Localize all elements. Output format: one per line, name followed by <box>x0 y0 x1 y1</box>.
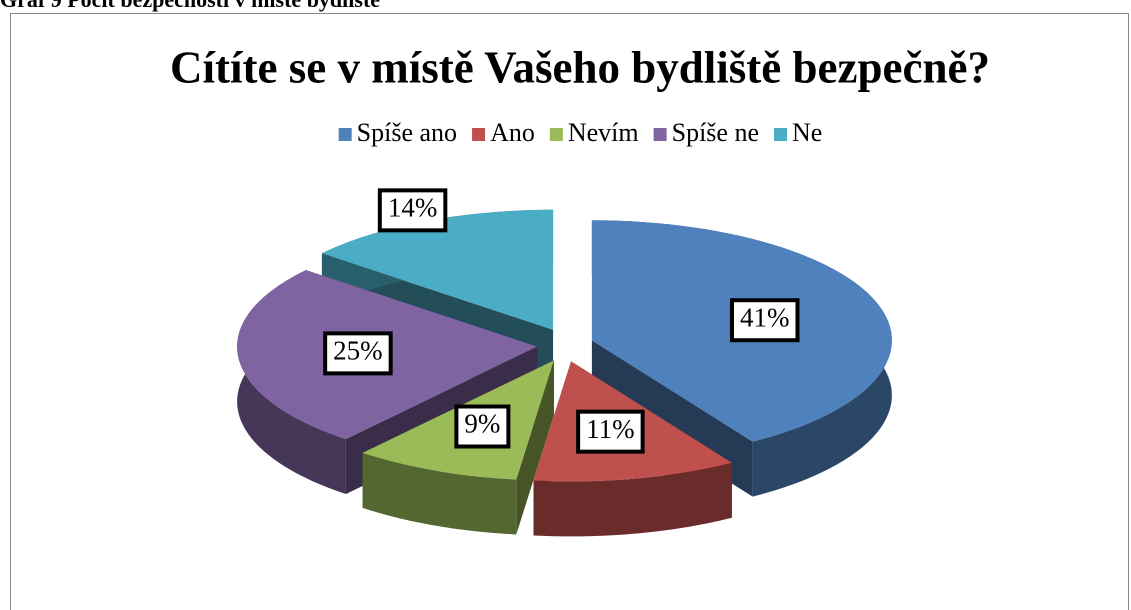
legend-swatch <box>338 128 352 141</box>
data-label-box <box>729 298 800 343</box>
legend-label: Spíše ano <box>357 118 457 147</box>
legend-item: Ano <box>472 118 535 147</box>
legend-swatch <box>549 128 563 141</box>
data-label-text: 41% <box>740 302 790 332</box>
legend-item: Ne <box>774 118 822 147</box>
data-label: 25% <box>323 331 393 376</box>
legend-swatch <box>774 128 787 141</box>
legend-item: Spíše ne <box>653 118 759 147</box>
data-label-text: 14% <box>388 193 438 223</box>
legend-item: Spíše ano <box>338 118 457 147</box>
data-label-text: 9% <box>464 409 500 439</box>
legend-swatch <box>653 128 667 141</box>
legend: Spíše ano Ano Nevím Spíše ne Ne <box>338 118 822 147</box>
data-label: 9% <box>454 404 511 449</box>
legend-label: Ano <box>490 118 535 147</box>
data-label-box <box>323 331 393 376</box>
data-label-box <box>454 404 511 449</box>
data-label: 14% <box>377 188 448 233</box>
data-label-box <box>576 409 645 454</box>
legend-swatch <box>472 128 486 141</box>
chart-title: Cítíte se v místě Vašeho bydliště bezpeč… <box>170 42 990 92</box>
legend-label: Spíše ne <box>672 118 759 147</box>
slice-side <box>533 462 732 537</box>
caption: Graf 9 Pocit bezpečnosti v místě bydlišt… <box>0 0 380 12</box>
legend-item: Nevím <box>549 118 639 147</box>
slice <box>321 209 554 330</box>
data-label: 11% <box>576 409 645 454</box>
data-label-box <box>377 188 448 233</box>
legend-label: Nevím <box>568 118 639 147</box>
legend-label: Ne <box>792 118 822 147</box>
pie <box>237 209 892 537</box>
slice-side <box>362 452 517 535</box>
data-label-text: 25% <box>333 336 383 366</box>
data-label: 41% <box>729 298 800 343</box>
data-label-text: 11% <box>586 414 635 444</box>
